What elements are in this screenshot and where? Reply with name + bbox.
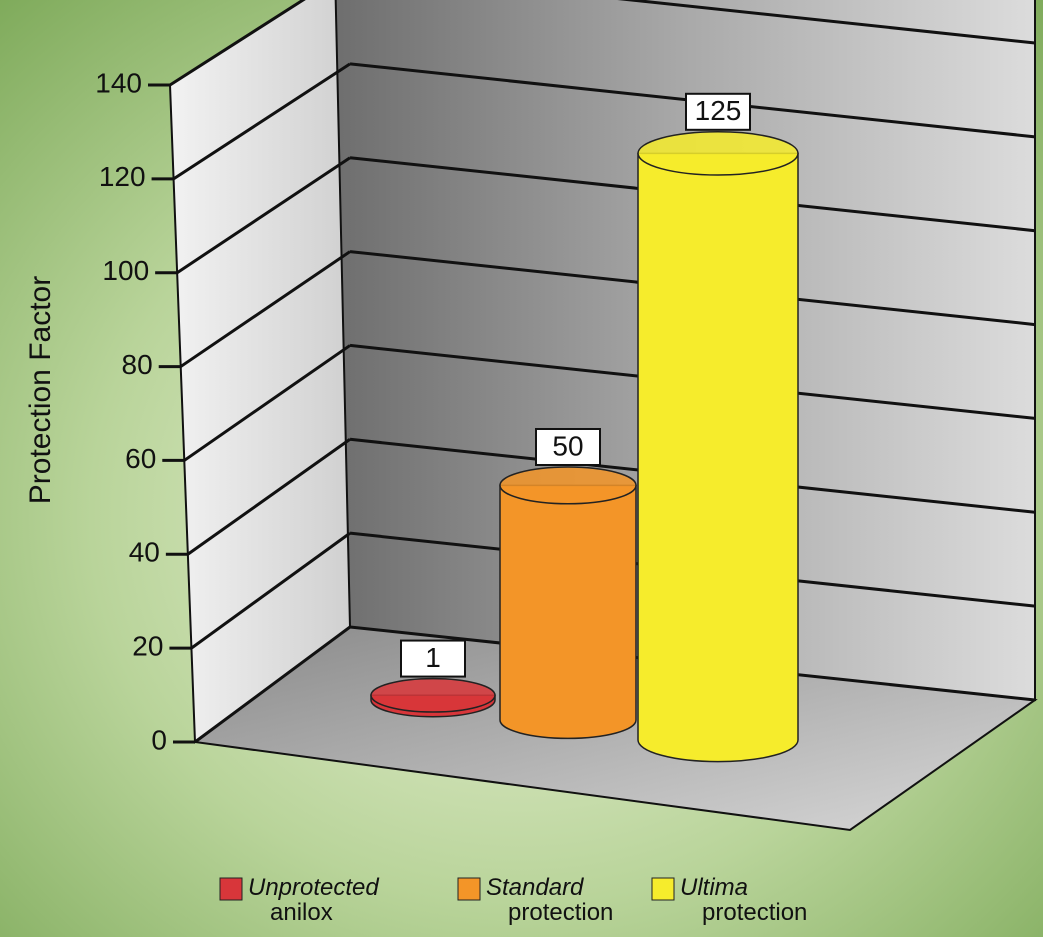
y-tick-label: 100 [102,255,149,286]
y-tick-label: 0 [151,724,167,755]
legend-swatch [651,877,675,901]
y-tick-label: 120 [99,161,146,192]
value-label: 50 [552,430,583,461]
cylinder [637,131,799,763]
legend-label: Ultima protection [680,874,807,926]
value-box [400,639,466,678]
value-box [685,92,751,131]
value-box [535,427,601,466]
legend-label: Standard protection [486,874,613,926]
cylinder-top [637,131,799,176]
y-tick-label: 20 [132,631,163,662]
grid-line [179,250,351,368]
value-label: 1 [425,642,441,673]
grid-line [176,156,351,274]
cylinder-top [370,677,496,713]
value-label: 125 [695,95,742,126]
cylinder [499,466,637,740]
cylinder-body [637,152,799,763]
grid-line [169,0,306,87]
legend-swatch [457,877,481,901]
grid-line [186,438,351,556]
legend-swatch [219,877,243,901]
cylinder [370,677,496,718]
legend-label: Unprotected anilox [248,874,379,926]
grid-line [617,0,1036,45]
grid-line [183,344,351,462]
cylinder-body [499,484,637,740]
grid-line [172,62,351,181]
y-tick-label: 60 [125,443,156,474]
grid-line [194,625,351,744]
y-axis-title: Protection Factor [24,276,57,504]
cylinder-top [499,466,637,505]
y-tick-label: 140 [95,67,142,98]
left-wall [168,0,351,744]
y-tick-label: 40 [129,537,160,568]
y-tick-label: 80 [122,349,153,380]
grid-line [190,531,351,650]
